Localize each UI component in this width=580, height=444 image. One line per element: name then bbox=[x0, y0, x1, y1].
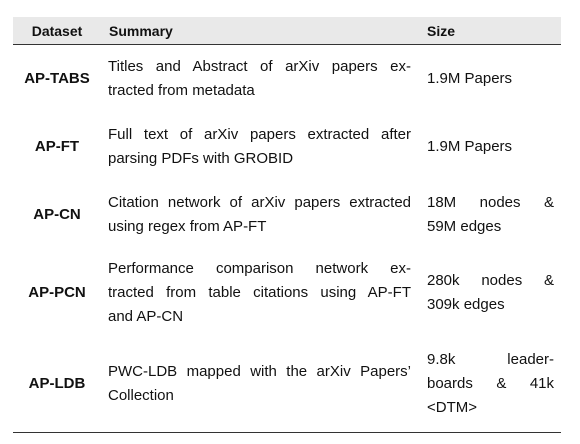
size-line: <DTM> bbox=[427, 399, 478, 416]
summary-line: Citation network of arXiv papers extract… bbox=[108, 194, 411, 211]
table-row: AP-TABS Titles and Abstract of arXiv pap… bbox=[13, 45, 561, 114]
header-summary: Summary bbox=[101, 16, 419, 45]
size-line: 1.9M Papers bbox=[427, 138, 513, 155]
summary-line: Full text of arXiv papers extracted afte… bbox=[108, 126, 411, 143]
summary-line: tracted from metadata bbox=[108, 82, 255, 99]
header-dataset: Dataset bbox=[13, 16, 101, 45]
summary-line: and AP-CN bbox=[108, 307, 184, 325]
table-row: AP-LDB PWC-LDB mapped with the arXiv Pap… bbox=[13, 336, 561, 433]
table-row: AP-FT Full text of arXiv papers extracte… bbox=[13, 113, 561, 181]
dataset-name: AP-FT bbox=[34, 138, 80, 155]
header-row: Dataset Summary Size bbox=[13, 16, 561, 45]
summary-line: Collection bbox=[108, 387, 174, 404]
size-cell: 18M nodes & 59M edges bbox=[419, 181, 561, 249]
size-line: 9.8k leader- bbox=[427, 351, 554, 368]
size-line: 280k nodes & bbox=[427, 271, 554, 289]
summary-line: parsing PDFs with GROBID bbox=[108, 150, 294, 167]
dataset-name: AP-TABS bbox=[24, 70, 90, 87]
dataset-table: Dataset Summary Size AP-TABS Titles and … bbox=[13, 16, 561, 433]
size-line: boards & 41k bbox=[427, 375, 554, 392]
size-line: 1.9M Papers bbox=[427, 70, 513, 87]
summary-line: using regex from AP-FT bbox=[108, 218, 267, 235]
summary-cell: Titles and Abstract of arXiv papers ex- … bbox=[101, 45, 419, 114]
table-row: AP-CN Citation network of arXiv papers e… bbox=[13, 181, 561, 249]
size-cell: 1.9M Papers bbox=[419, 45, 561, 114]
dataset-name: AP-PCN bbox=[28, 283, 86, 301]
size-cell: 9.8k leader- boards & 41k <DTM> bbox=[419, 336, 561, 433]
dataset-name: AP-LDB bbox=[13, 336, 101, 433]
size-cell: 1.9M Papers bbox=[419, 113, 561, 181]
summary-line: PWC-LDB mapped with the arXiv Papers’ bbox=[108, 363, 411, 380]
table-header: Dataset Summary Size bbox=[13, 16, 561, 45]
header-size: Size bbox=[419, 16, 561, 45]
summary-line: Titles and Abstract of arXiv papers ex- bbox=[108, 58, 411, 75]
summary-cell: Citation network of arXiv papers extract… bbox=[101, 181, 419, 249]
summary-cell: Performance comparison network ex- tract… bbox=[101, 249, 419, 336]
summary-line: tracted from table citations using AP-FT bbox=[108, 283, 411, 301]
size-line: 59M edges bbox=[427, 218, 502, 235]
summary-line: Performance comparison network ex- bbox=[108, 259, 411, 277]
summary-cell: PWC-LDB mapped with the arXiv Papers’ Co… bbox=[101, 336, 419, 433]
size-line: 18M nodes & bbox=[427, 194, 554, 211]
size-cell: 280k nodes & 309k edges bbox=[419, 249, 561, 336]
dataset-name: AP-CN bbox=[33, 206, 81, 223]
table-row: AP-PCN Performance comparison network ex… bbox=[13, 249, 561, 336]
table-body: AP-TABS Titles and Abstract of arXiv pap… bbox=[13, 45, 561, 433]
summary-cell: Full text of arXiv papers extracted afte… bbox=[101, 113, 419, 181]
size-line: 309k edges bbox=[427, 295, 505, 313]
